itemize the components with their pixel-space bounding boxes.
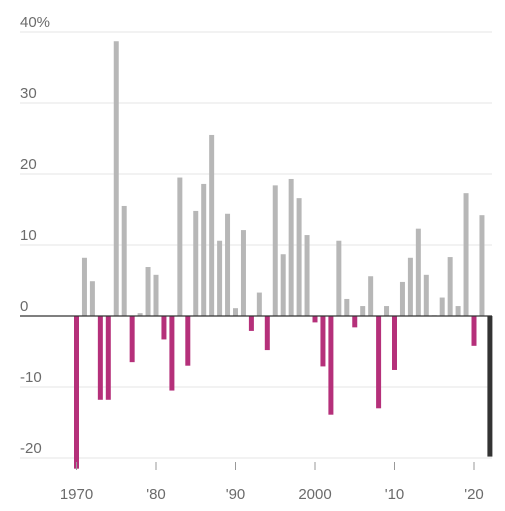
x-tick-label: 1970 — [60, 486, 93, 503]
bar — [105, 316, 111, 400]
bar — [312, 316, 318, 323]
x-tick-label: '10 — [385, 486, 405, 503]
bar — [217, 240, 223, 316]
bar — [479, 215, 485, 316]
bar — [153, 274, 159, 316]
bar — [248, 316, 254, 331]
bar — [368, 276, 374, 316]
bar — [352, 316, 358, 328]
bar — [233, 308, 238, 316]
bar — [447, 257, 453, 316]
y-tick-label: 20 — [20, 156, 37, 173]
gridlines — [20, 31, 492, 459]
bar — [384, 306, 390, 316]
bar — [423, 274, 429, 316]
bar — [113, 41, 119, 316]
bar — [304, 235, 310, 316]
x-tick-label: '90 — [226, 486, 246, 503]
y-tick-label: 0 — [20, 298, 28, 315]
bar — [169, 316, 175, 391]
x-tick-label: '20 — [464, 486, 484, 503]
bar — [376, 316, 382, 409]
bar — [89, 281, 95, 316]
bar — [256, 292, 262, 316]
bar — [471, 316, 477, 346]
bar — [407, 257, 413, 316]
y-tick-label: 10 — [20, 227, 37, 244]
bar — [296, 198, 302, 316]
bar — [360, 306, 366, 316]
bar — [121, 205, 127, 316]
bar — [209, 134, 215, 316]
bar — [320, 316, 326, 367]
bar — [487, 316, 493, 457]
bar — [225, 213, 231, 316]
bar — [288, 178, 294, 316]
bar — [145, 267, 151, 316]
bar — [455, 306, 461, 316]
bar — [399, 281, 405, 316]
y-tick-label: 30 — [20, 85, 37, 102]
y-tick-label: -20 — [20, 440, 42, 457]
bar — [463, 193, 469, 316]
bar — [97, 316, 103, 400]
bar — [193, 210, 199, 316]
bar — [328, 316, 334, 415]
bar — [129, 316, 135, 363]
bar — [161, 316, 167, 340]
x-tick-label: '80 — [146, 486, 166, 503]
y-tick-label: 40% — [20, 14, 50, 31]
bar — [201, 183, 207, 316]
bar — [81, 257, 87, 316]
bar — [240, 230, 246, 316]
bar — [272, 185, 278, 316]
bar — [415, 228, 421, 316]
bar — [137, 313, 143, 316]
bar — [336, 240, 342, 316]
bar — [344, 298, 350, 316]
bar — [280, 254, 286, 316]
bar — [264, 316, 270, 351]
axes: 40% 30 20 10 0 -10 -20 1970 '80 '90 2000 '10 '20 — [20, 14, 492, 503]
x-tick-label: 2000 — [298, 486, 331, 503]
bar — [185, 316, 191, 366]
bars — [74, 41, 493, 469]
y-tick-label: -10 — [20, 369, 42, 386]
bar — [439, 297, 445, 316]
bar — [392, 316, 397, 370]
bar — [177, 177, 183, 316]
bar — [74, 316, 79, 469]
